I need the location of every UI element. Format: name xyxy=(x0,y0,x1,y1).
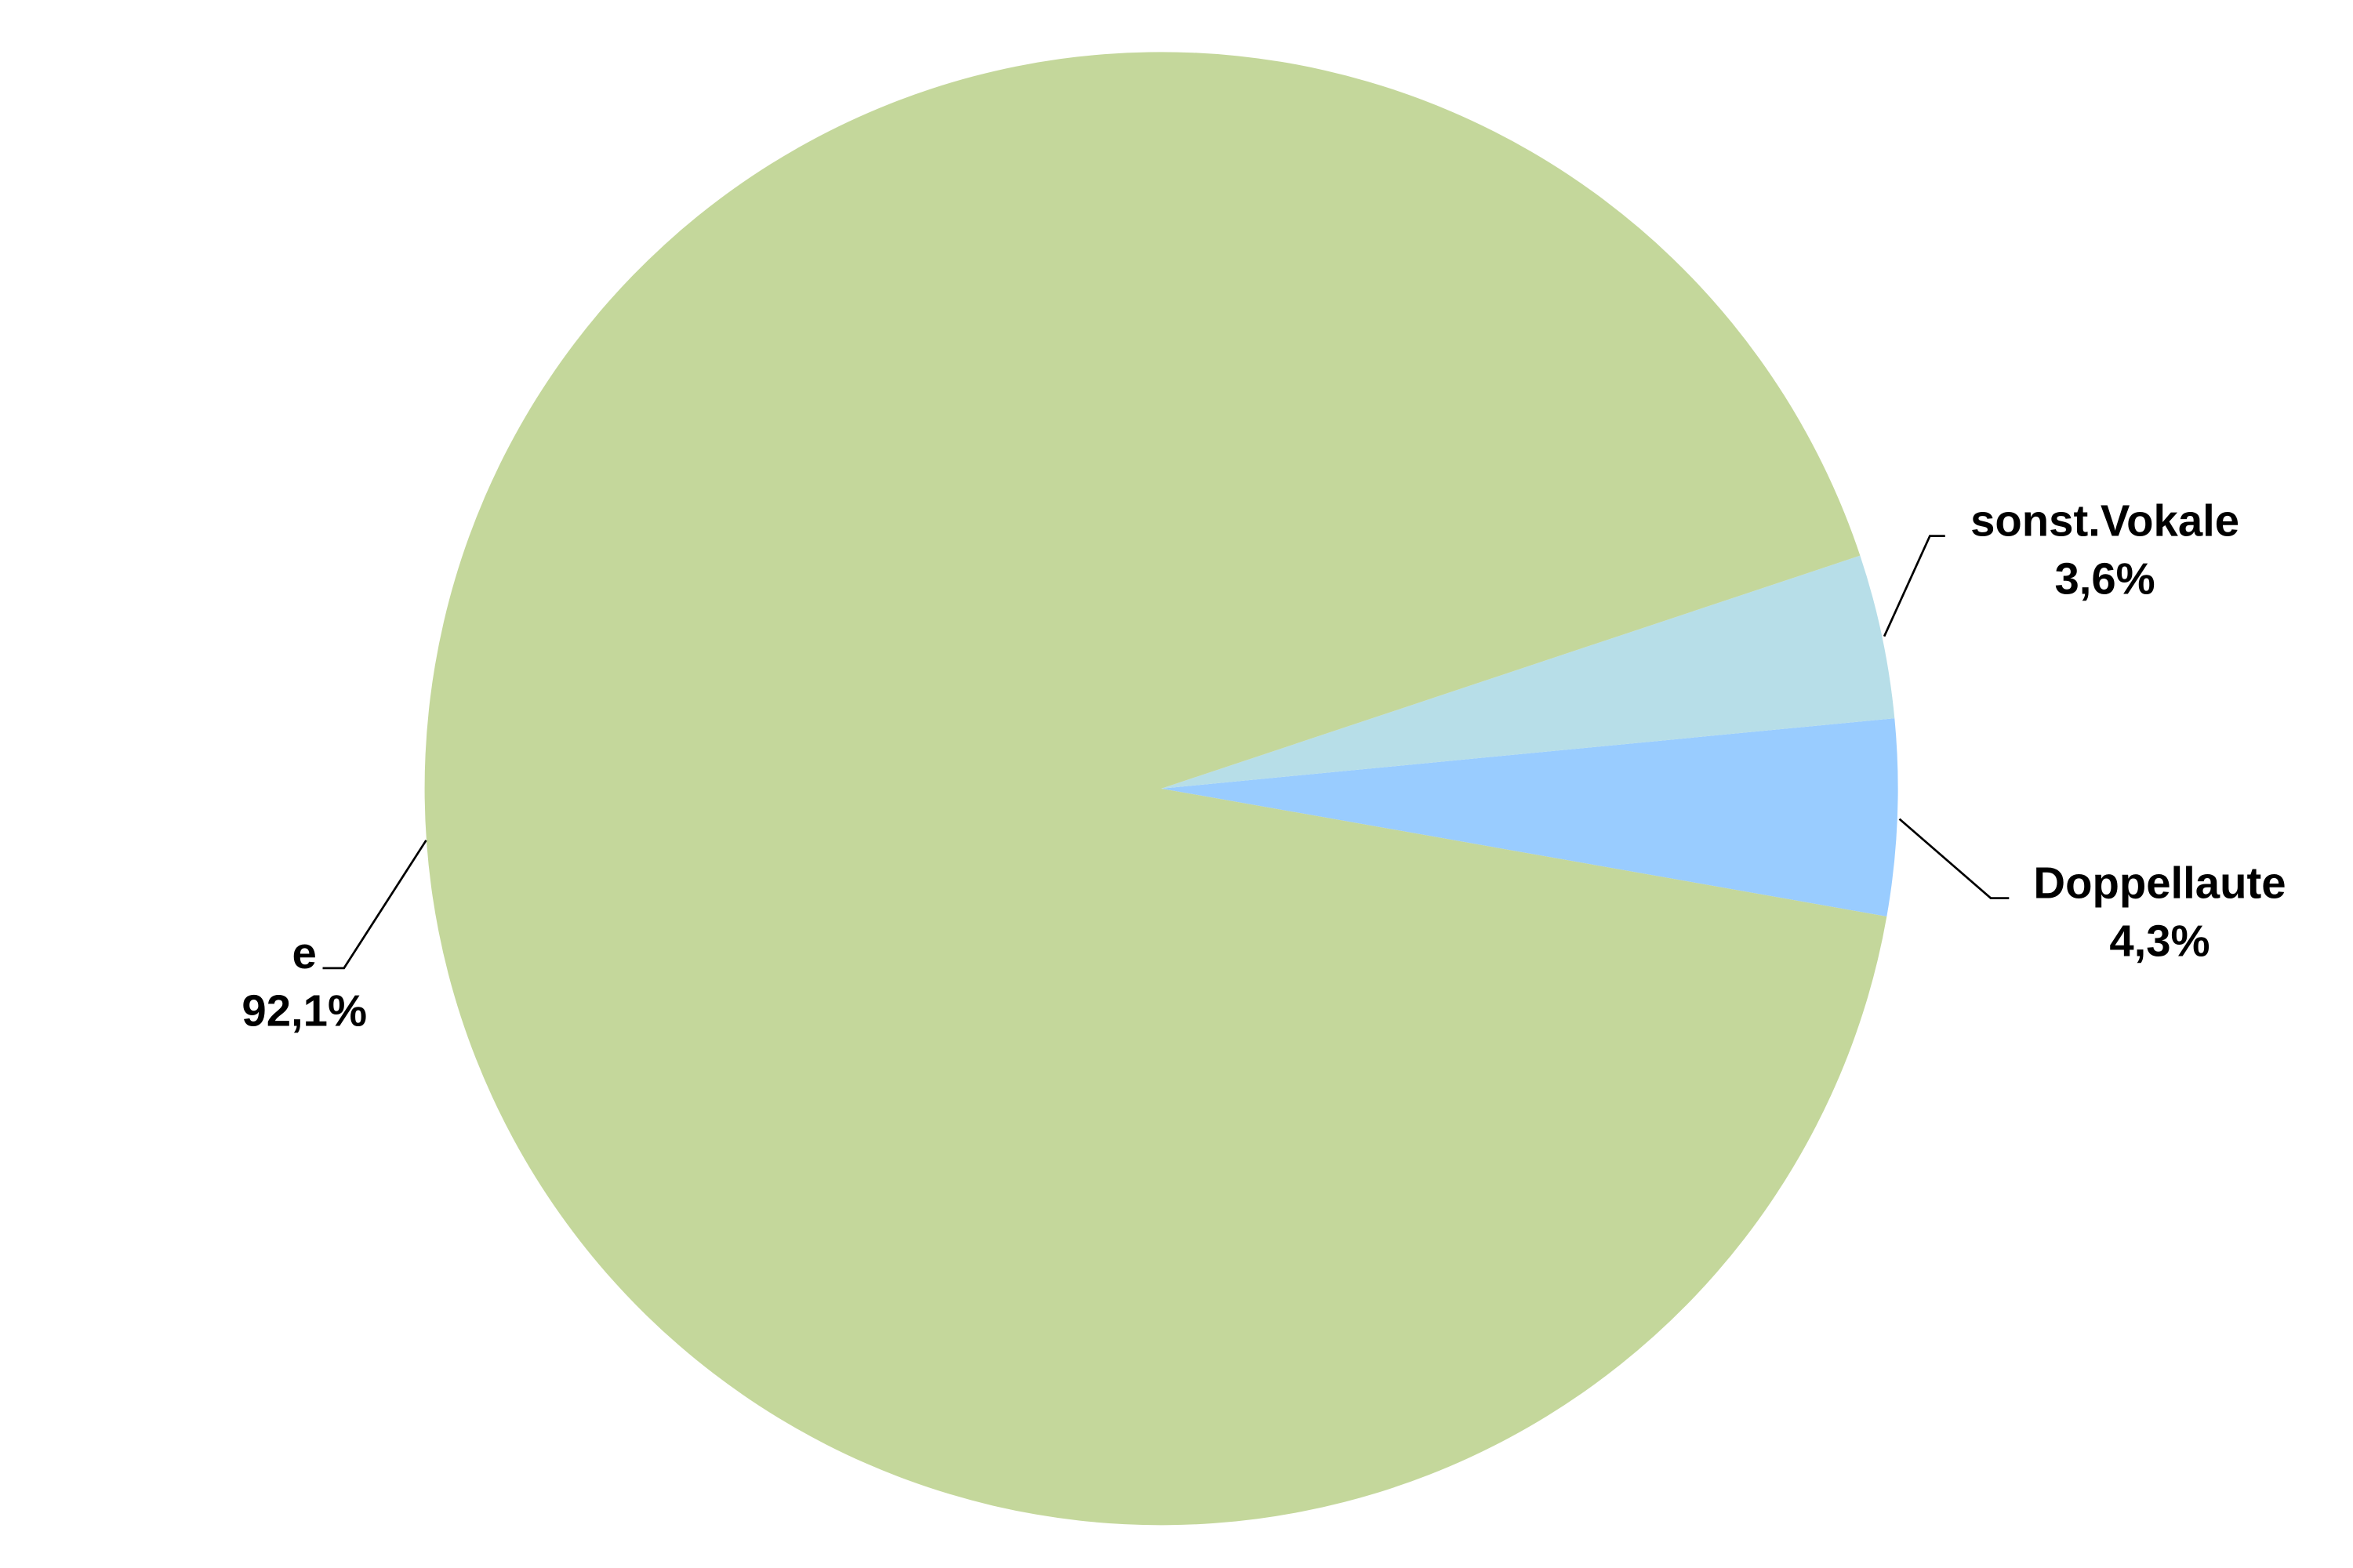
data-value-doppellaute: 4,3% xyxy=(2109,916,2210,965)
pie-slice-sonst-vokale xyxy=(1161,555,1895,789)
leader-line-doppellaute xyxy=(1898,818,2010,899)
data-label-sonst-vokale: sonst.Vokale xyxy=(1970,496,2239,546)
pie-slice-e xyxy=(424,52,1887,1526)
data-label-doppellaute: Doppellaute xyxy=(2033,858,2286,908)
pie-slice-doppellaute xyxy=(1161,718,1898,916)
data-value-sonst-vokale: 3,6% xyxy=(2054,554,2155,603)
leader-line-e xyxy=(322,840,427,970)
data-label-e: e xyxy=(292,928,316,978)
data-value-e: 92,1% xyxy=(241,986,367,1036)
leader-line-sonst-vokale xyxy=(1883,535,1945,637)
